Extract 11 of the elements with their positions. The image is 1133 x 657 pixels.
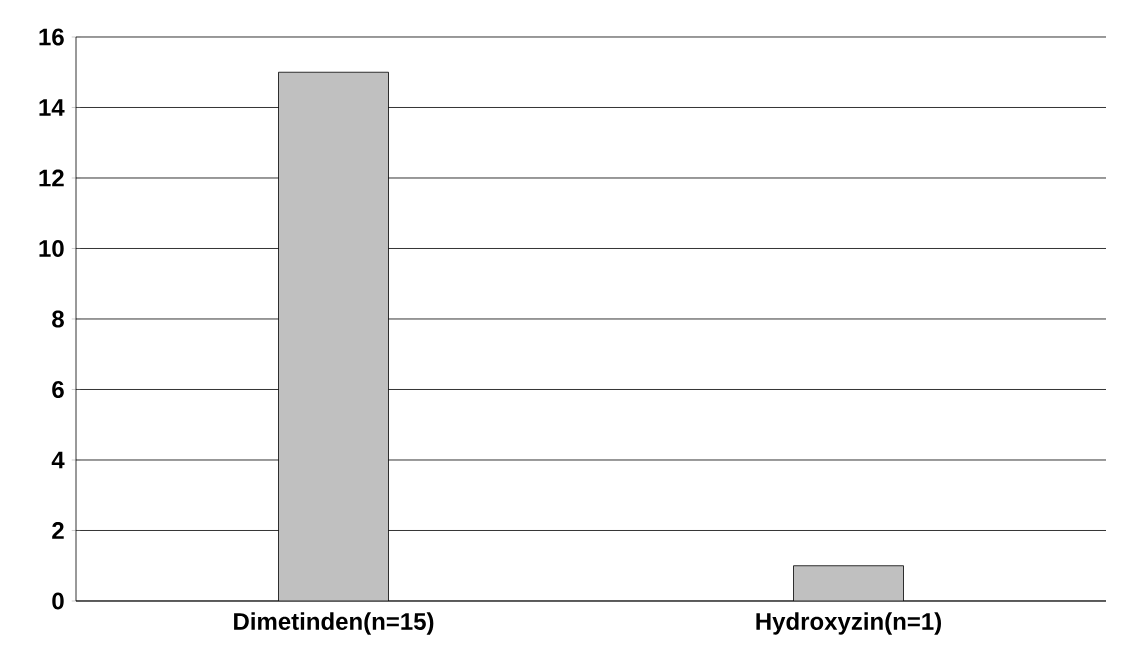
y-tick-label: 10 <box>39 240 64 257</box>
y-tick-label: 0 <box>52 592 64 610</box>
y-tick-label: 8 <box>52 310 64 328</box>
y-tick-label: 16 <box>39 28 64 46</box>
y-tick-label: 14 <box>39 99 65 116</box>
y-tick-label: 6 <box>52 381 64 398</box>
x-tick-label: Hydroxyzin(n=1) <box>756 612 941 635</box>
y-tick-label: 12 <box>39 169 64 187</box>
x-tick-label: Dimetinden(n=15) <box>234 612 434 635</box>
y-tick-label: 4 <box>51 451 65 469</box>
y-tick-label: 2 <box>52 522 64 539</box>
